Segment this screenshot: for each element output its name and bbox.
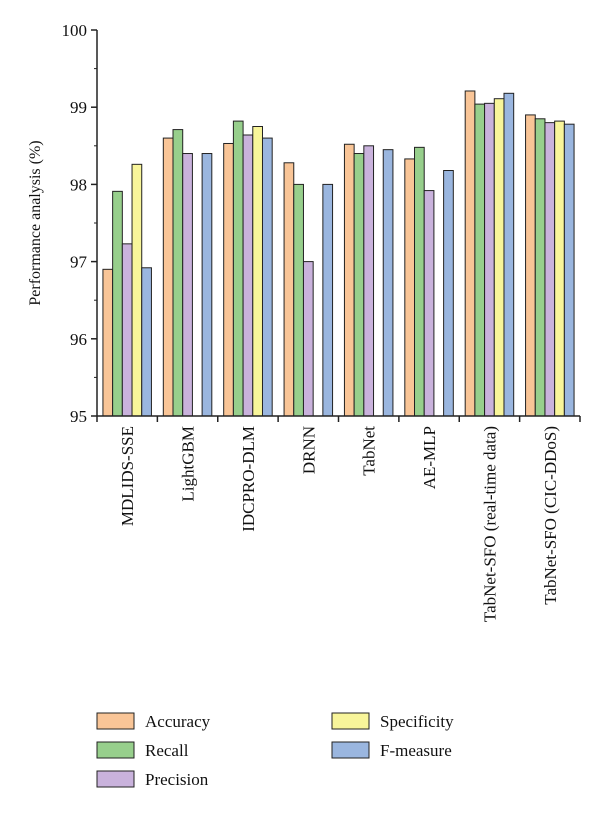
bar-f-measure-3: [322, 183, 334, 417]
bar-f-measure-2: [261, 137, 273, 417]
bars-group: [102, 90, 575, 417]
axes-group: 95 96 97 98 99 100 MDLIDS-SSE LightGBM IDCPRO-DL…: [62, 21, 581, 622]
bar-specificity-0: [131, 163, 143, 417]
bar-accuracy-6: [464, 90, 476, 417]
category-label-1: LightGBM: [179, 426, 198, 502]
bar-specificity-6: [493, 98, 505, 417]
bar-accuracy-3: [283, 162, 295, 417]
bar-precision-4: [363, 145, 375, 417]
bar-precision-1: [182, 153, 193, 417]
bar-accuracy-2: [223, 142, 234, 417]
bar-recall-7: [534, 118, 546, 417]
bar-accuracy-4: [343, 143, 355, 417]
legend-label-specificity: Specificity: [380, 712, 454, 731]
bar-recall-0: [112, 190, 123, 417]
y-tick-label-98: 98: [70, 175, 87, 194]
bar-precision-0: [121, 243, 133, 417]
y-tick-label-100: 100: [62, 21, 88, 40]
legend-swatch-precision: [96, 770, 135, 788]
legend-label-recall: Recall: [145, 741, 189, 760]
category-label-2: IDCPRO-DLM: [239, 426, 258, 532]
category-label-6: TabNet-SFO (real-time data): [480, 426, 499, 622]
legend-label-precision: Precision: [145, 770, 209, 789]
y-tick-label-95: 95: [70, 407, 87, 426]
bar-recall-5: [414, 146, 425, 417]
y-tick-label-96: 96: [70, 330, 87, 349]
y-tick-label-99: 99: [70, 98, 87, 117]
legend: Accuracy Recall Precision Specificity F-meas…: [96, 712, 454, 789]
bar-f-measure-7: [563, 123, 575, 417]
y-axis-label: Performance analysis (%): [27, 140, 44, 305]
bar-recall-2: [232, 120, 244, 417]
bar-f-measure-5: [443, 170, 454, 417]
bar-precision-3: [302, 261, 314, 417]
bar-accuracy-1: [162, 137, 174, 417]
bar-f-measure-1: [201, 153, 213, 417]
bar-precision-2: [242, 134, 254, 417]
legend-swatch-specificity: [331, 712, 370, 730]
bar-f-measure-4: [382, 149, 394, 417]
bar-f-measure-0: [141, 267, 152, 417]
bar-accuracy-5: [404, 158, 416, 417]
legend-swatch-accuracy: [96, 712, 135, 730]
bar-accuracy-7: [525, 114, 536, 417]
y-tick-label-97: 97: [70, 253, 88, 272]
bar-recall-3: [293, 183, 304, 417]
legend-label-accuracy: Accuracy: [145, 712, 211, 731]
legend-swatch-recall: [96, 741, 135, 759]
category-label-5: AE-MLP: [420, 426, 439, 489]
bar-precision-6: [484, 102, 495, 417]
bar-f-measure-6: [503, 92, 515, 417]
category-label-3: DRNN: [299, 426, 318, 474]
bar-recall-1: [172, 129, 184, 417]
bar-accuracy-0: [102, 268, 114, 417]
legend-label-f-measure: F-measure: [380, 741, 452, 760]
category-label-7: TabNet-SFO (CIC-DDoS): [541, 426, 560, 605]
bar-precision-5: [423, 190, 435, 417]
legend-swatch-f-measure: [331, 741, 370, 759]
bar-specificity-2: [252, 126, 263, 417]
bar-specificity-7: [554, 120, 565, 417]
category-label-0: MDLIDS-SSE: [118, 426, 137, 526]
category-label-4: TabNet: [360, 426, 379, 476]
bar-recall-6: [474, 103, 486, 417]
bar-recall-4: [353, 153, 365, 417]
bar-precision-7: [544, 122, 556, 417]
